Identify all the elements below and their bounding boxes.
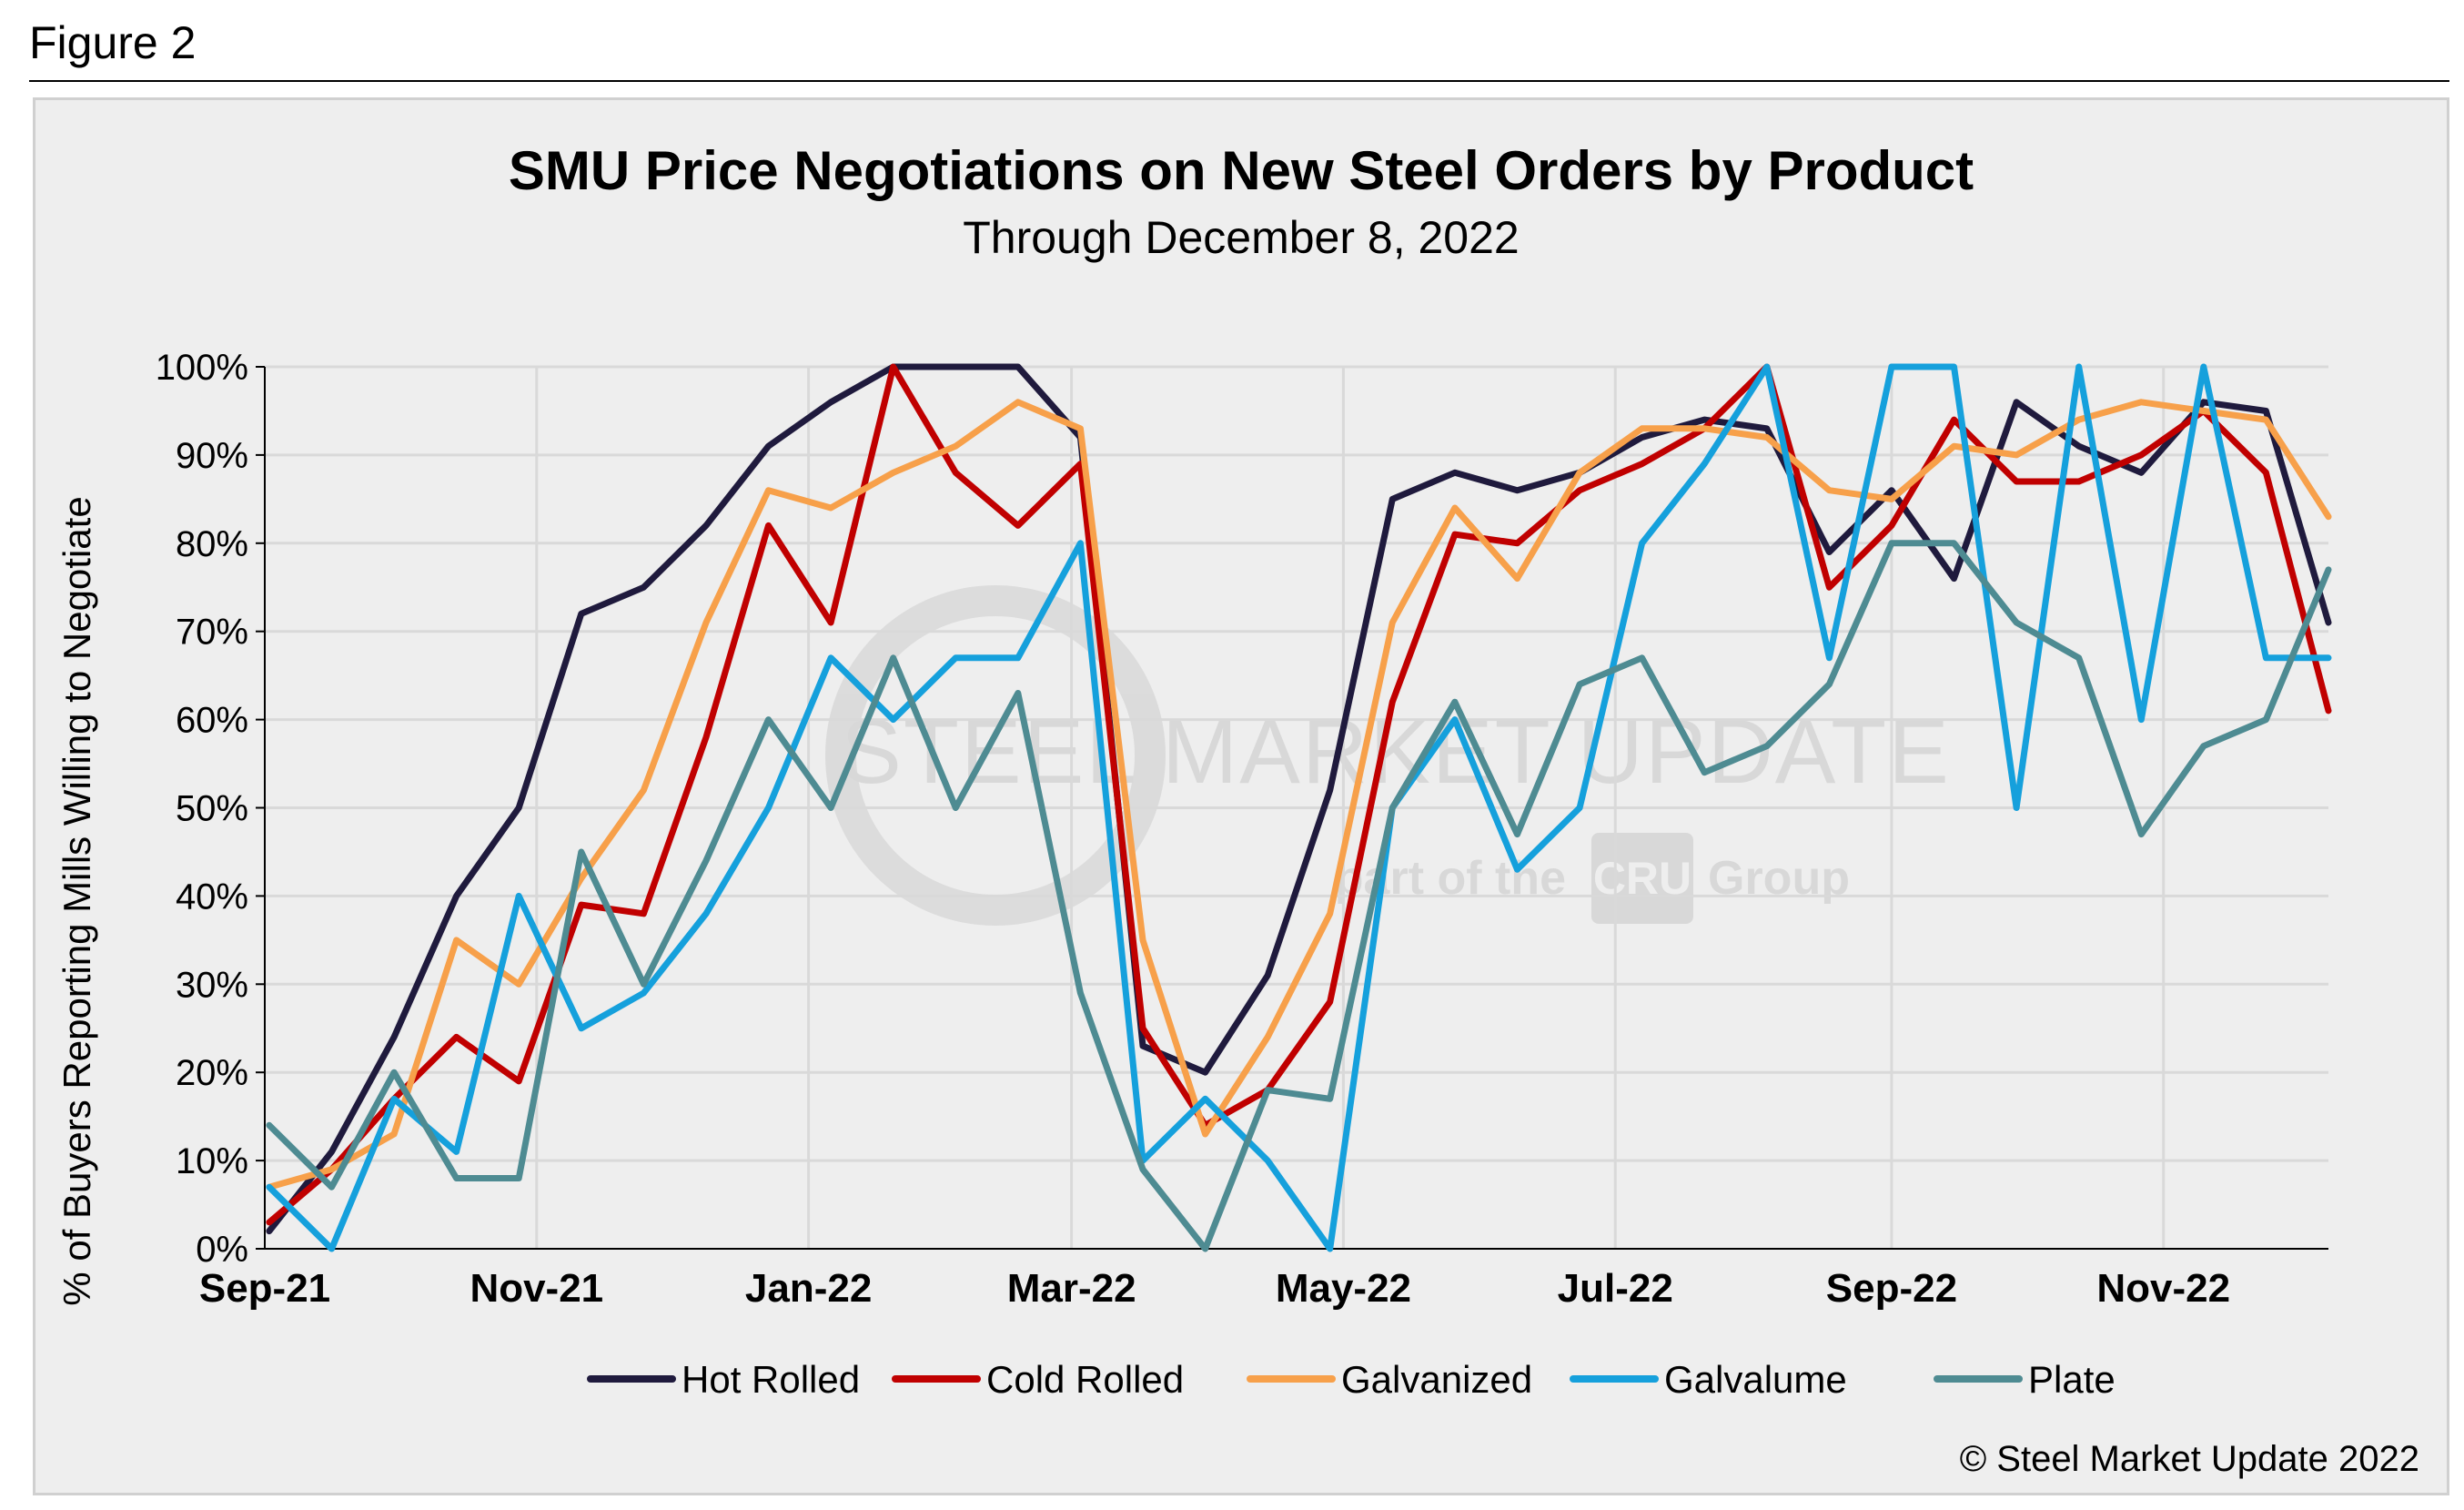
y-tick-label: 0% xyxy=(196,1230,248,1270)
y-tick-label: 100% xyxy=(156,348,248,388)
y-tick-label: 90% xyxy=(176,436,248,476)
x-tick-label: Nov-22 xyxy=(2096,1266,2230,1311)
top-rule xyxy=(29,80,2449,82)
watermark-swoosh xyxy=(825,585,1166,926)
watermark-cru-logo xyxy=(1591,833,1693,924)
x-tick-label: Jul-22 xyxy=(1558,1266,1673,1311)
x-tick-label: Sep-22 xyxy=(1826,1266,1957,1311)
chart-frame: STEEL MARKET UPDATE part of the CRU Grou… xyxy=(33,97,2449,1495)
y-tick-label: 40% xyxy=(176,877,248,917)
line-chart: STEEL MARKET UPDATE part of the CRU Grou… xyxy=(56,140,2419,1479)
series-line-hot-rolled xyxy=(266,363,2332,1235)
series-lines xyxy=(266,363,2332,1252)
legend: Hot Rolled Cold Rolled Galvanized Galvalume… xyxy=(587,1358,2116,1401)
x-tick-label: Jan-22 xyxy=(745,1266,872,1311)
series-line-plate xyxy=(266,540,2332,1252)
legend-label-galvalume: Galvalume xyxy=(1664,1358,1847,1401)
legend-label-plate: Plate xyxy=(2028,1358,2116,1401)
x-tick-label: Sep-21 xyxy=(199,1266,330,1311)
y-tick-label: 50% xyxy=(176,789,248,829)
axes: 0% 10% 20% 30% 40% 50% 60% 70% 80% 90% 100% Sep-21 N… xyxy=(156,348,2328,1311)
legend-label-galvanized: Galvanized xyxy=(1341,1358,1532,1401)
watermark: STEEL MARKET UPDATE part of the CRU Grou… xyxy=(825,585,1949,926)
y-axis-label: % of Buyers Reporting Mills Willing to N… xyxy=(56,496,98,1305)
x-tick-label: Mar-22 xyxy=(1007,1266,1136,1311)
legend-label-cold-rolled: Cold Rolled xyxy=(986,1358,1184,1401)
figure-label: Figure 2 xyxy=(29,17,197,68)
x-tick-label: Nov-21 xyxy=(470,1266,603,1311)
chart-subtitle: Through December 8, 2022 xyxy=(963,212,1519,263)
y-tick-label: 70% xyxy=(176,613,248,653)
copyright: © Steel Market Update 2022 xyxy=(1960,1439,2419,1479)
legend-label-hot-rolled: Hot Rolled xyxy=(682,1358,860,1401)
chart-title: SMU Price Negotiations on New Steel Orde… xyxy=(509,140,1974,201)
y-tick-label: 10% xyxy=(176,1141,248,1181)
y-tick-label: 30% xyxy=(176,965,248,1005)
y-tick-label: 80% xyxy=(176,524,248,564)
series-line-galvanized xyxy=(266,399,2332,1191)
y-tick-label: 20% xyxy=(176,1053,248,1093)
y-tick-label: 60% xyxy=(176,701,248,741)
x-tick-label: May-22 xyxy=(1276,1266,1411,1311)
